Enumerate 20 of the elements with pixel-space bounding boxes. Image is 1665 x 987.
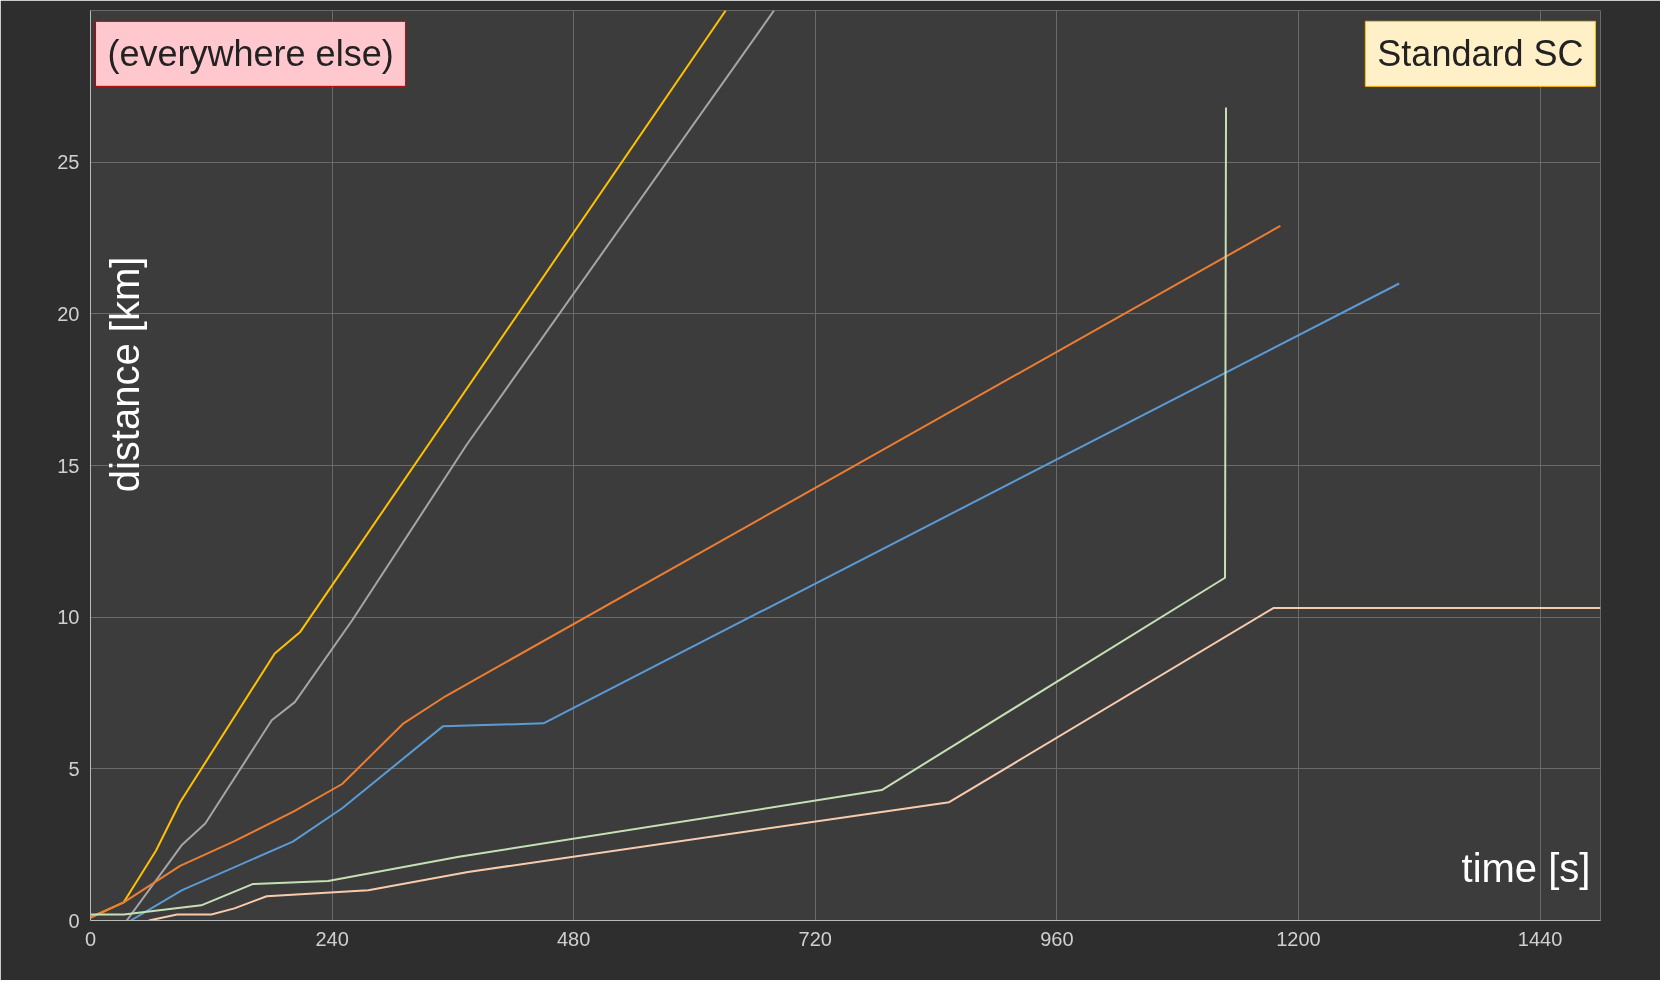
y-tick-label: 10 bbox=[57, 606, 80, 629]
y-axis-title: distance [km] bbox=[102, 256, 147, 493]
x-tick-label: 960 bbox=[1040, 927, 1074, 950]
annotation: (everywhere else) bbox=[107, 33, 394, 75]
line-series bbox=[90, 224, 1282, 919]
x-tick-label: 0 bbox=[84, 927, 97, 950]
annotation: Standard SC bbox=[1377, 33, 1584, 75]
y-tick-label: 20 bbox=[57, 302, 80, 325]
x-tick-label: 720 bbox=[798, 927, 832, 950]
x-tick-label: 1200 bbox=[1276, 927, 1321, 950]
x-tick-label: 480 bbox=[557, 927, 591, 950]
y-tick-label: 15 bbox=[57, 454, 80, 477]
x-axis-title: time [s] bbox=[1461, 846, 1591, 891]
line-series bbox=[90, 106, 1228, 916]
y-tick-label: 5 bbox=[68, 757, 80, 780]
y-tick-label: 25 bbox=[57, 151, 80, 174]
x-tick-label: 240 bbox=[315, 927, 349, 950]
line-series bbox=[147, 607, 1601, 921]
y-tick-label: 0 bbox=[68, 909, 80, 932]
x-tick-label: 1440 bbox=[1517, 927, 1563, 950]
